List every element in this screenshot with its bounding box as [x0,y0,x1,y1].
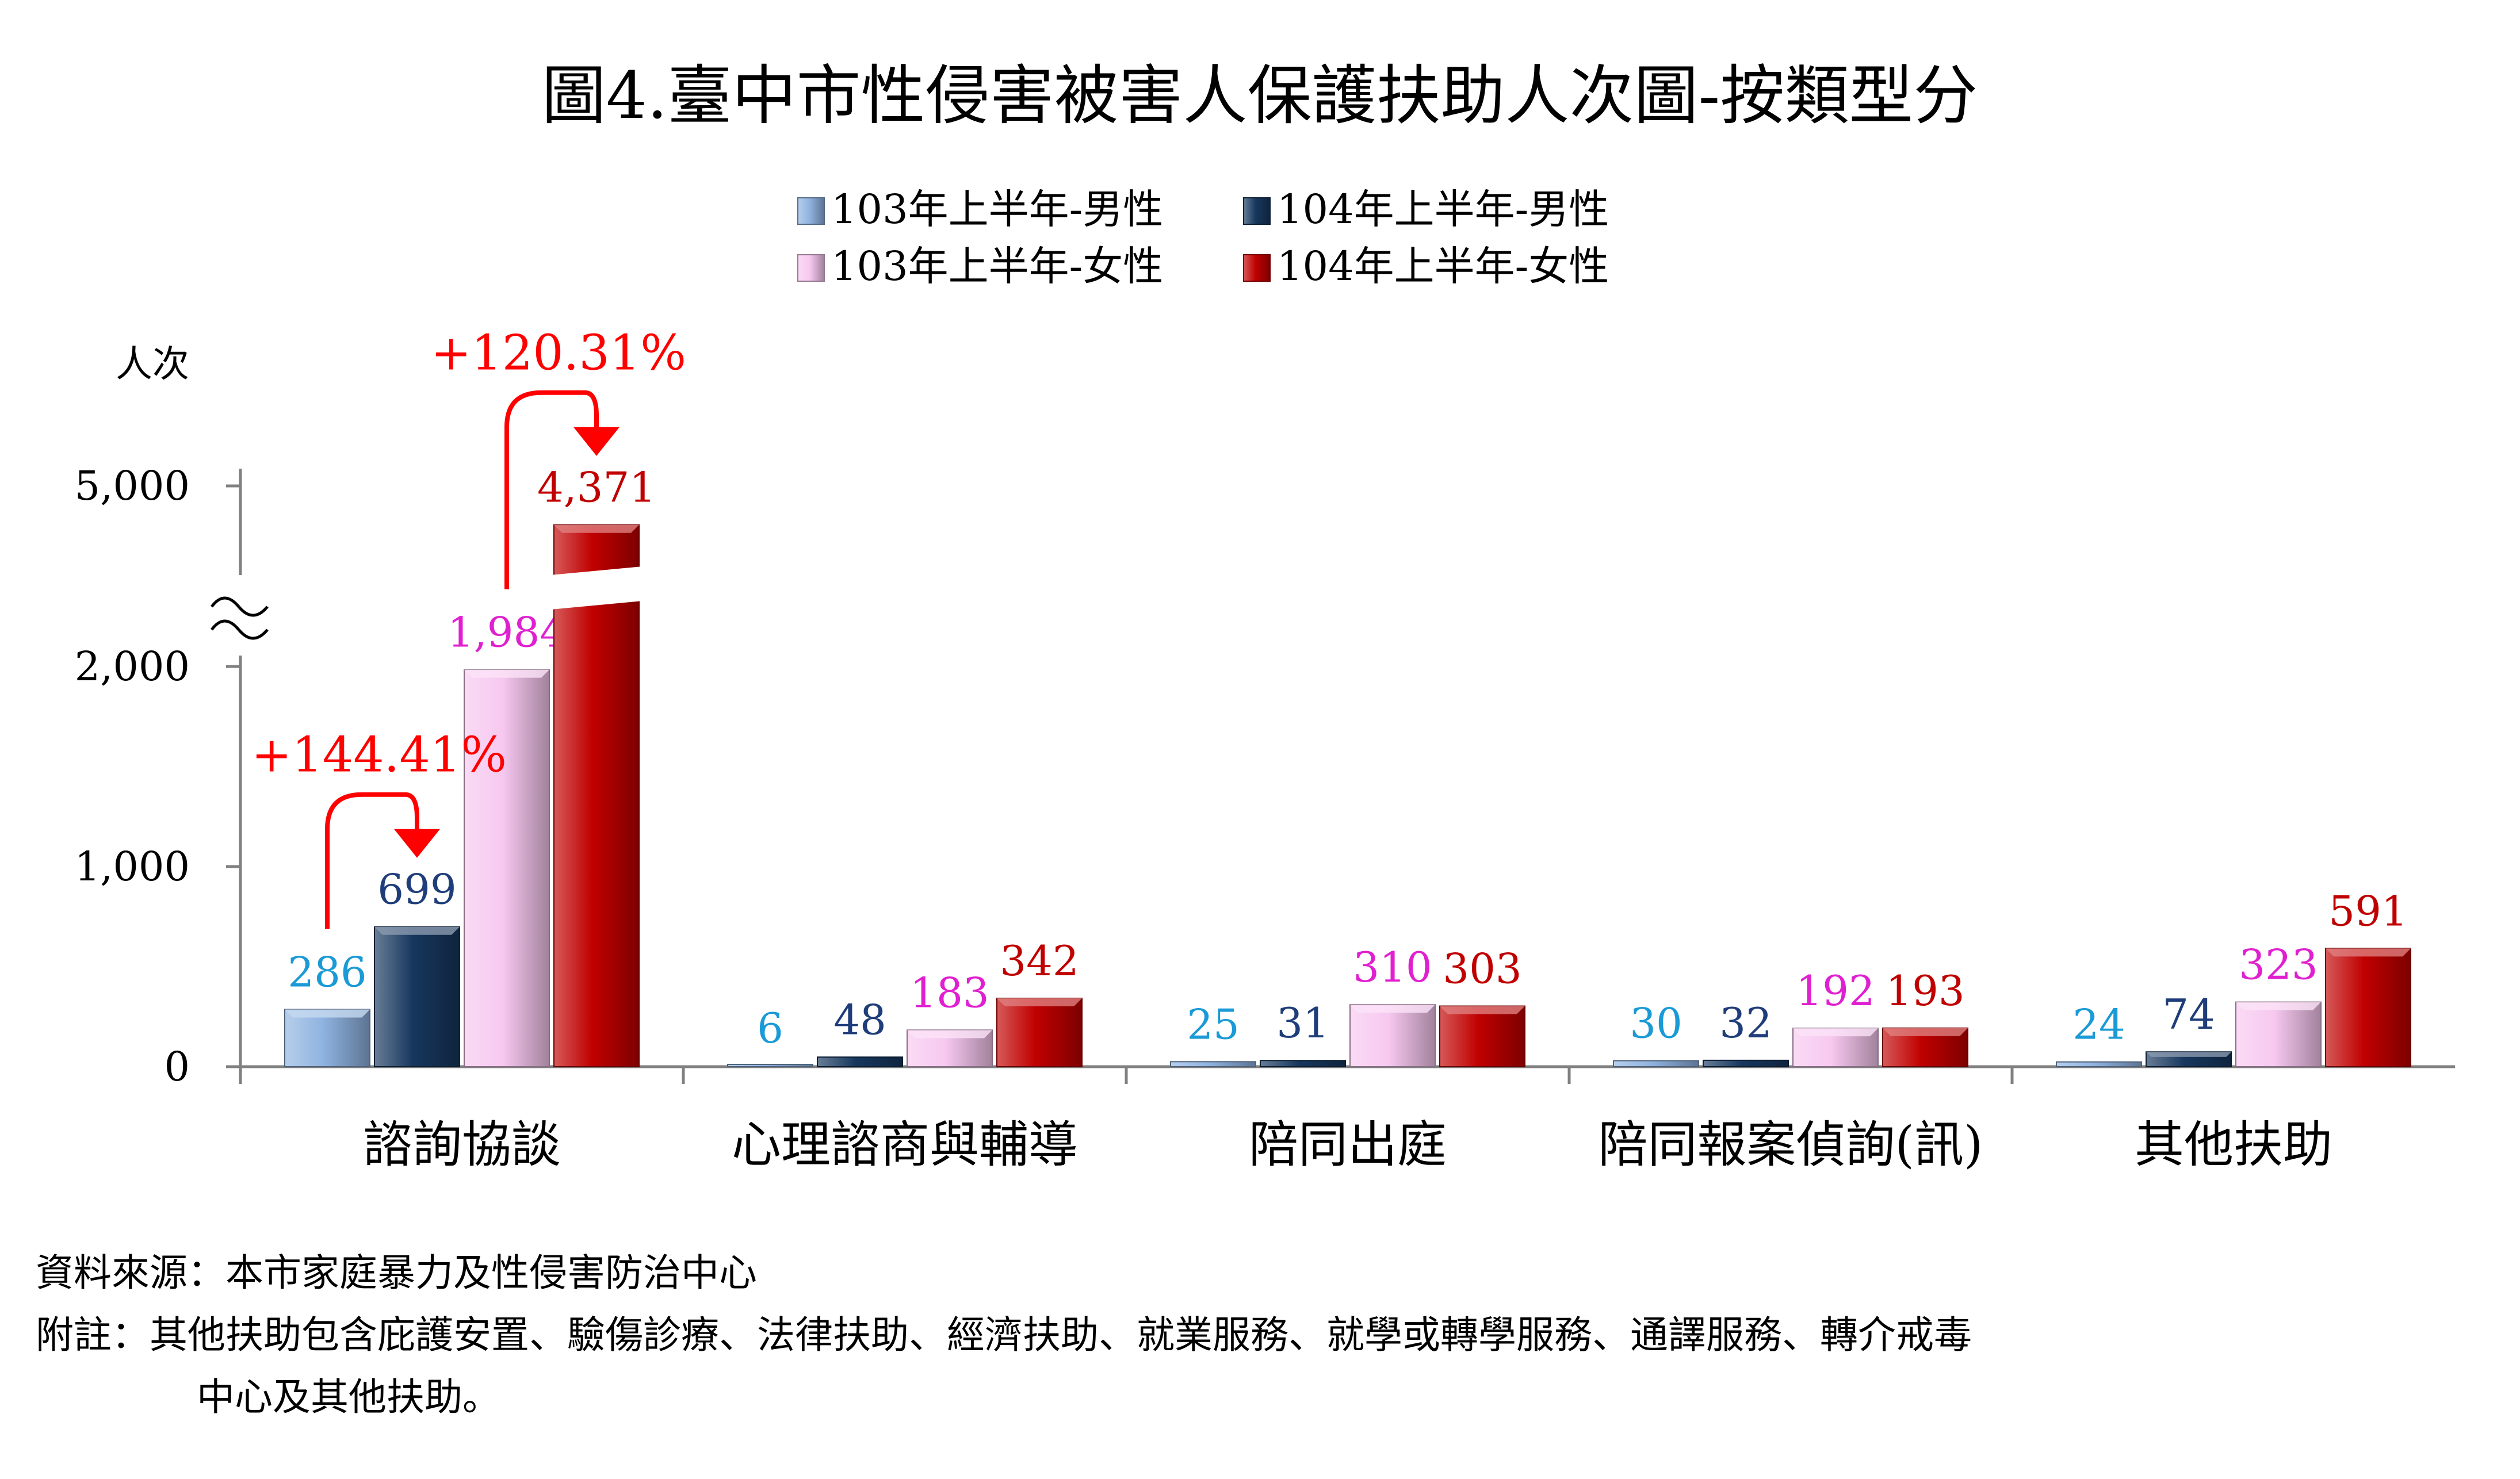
x-tick-label: 諮詢協談 [363,1116,561,1174]
data-label: 30 [1630,999,1682,1048]
y-tick-label: 0 [164,1043,190,1090]
bar-bevel [285,1009,370,1018]
bar-bevel [374,926,460,935]
legend-swatch [1243,197,1271,225]
bar-bevel [907,1030,992,1039]
data-label: 25 [1187,1000,1240,1048]
bar [2235,1001,2322,1067]
data-label: 323 [2239,941,2318,989]
growth-arrowhead [394,829,440,858]
x-tick-label: 其他扶助 [2135,1116,2332,1174]
bar [284,1009,370,1068]
footnote-line-1: 附註：其他扶助包含庇護安置、驗傷診療、法律扶助、經濟扶助、就業服務、就學或轉學服… [36,1313,1972,1357]
axis-break-mark [210,596,269,617]
y-tick-label: 5,000 [75,462,190,509]
bar-bevel [464,669,549,678]
bar-bevel [2236,1002,2321,1010]
legend-swatch [797,197,825,225]
data-label: 74 [2162,990,2215,1039]
growth-arrow [504,390,599,589]
bar [1703,1059,1789,1068]
bar [2056,1061,2142,1067]
legend-label: 104年上半年-男性 [1277,186,1609,233]
bar [1349,1004,1436,1067]
growth-arrow [325,792,419,929]
legend-label: 103年上半年-男性 [831,186,1163,233]
legend-swatch [797,254,825,282]
bar-bevel [1883,1028,1968,1036]
bar [1613,1060,1699,1068]
growth-annotation: +144.41% [251,727,507,783]
data-label: 32 [1719,999,1772,1047]
footnote-line-2: 中心及其他扶助。 [197,1375,500,1419]
axis-break-mark [210,619,269,640]
bar-bevel [1793,1028,1878,1037]
chart-title: 圖4.臺中市性侵害被害人保護扶助人次圖-按類型分 [542,59,1978,133]
data-label: 310 [1353,943,1432,991]
growth-annotation: +120.31% [431,325,686,381]
data-label: 31 [1276,999,1329,1047]
data-label: 591 [2328,887,2407,935]
data-label: 342 [1000,937,1079,985]
bar-bevel [554,524,639,533]
notes: 資料來源：本市家庭暴力及性侵害防治中心 附註：其他扶助包含庇護安置、驗傷診療、法… [36,1242,2509,1428]
bar [464,669,550,1067]
bar [996,997,1083,1068]
bar [1439,1005,1525,1068]
bar-bevel [1350,1005,1435,1013]
bar [2325,948,2411,1068]
bar-bevel [2146,1052,2231,1057]
data-label: 303 [1443,945,1521,993]
data-label: 6 [757,1004,783,1052]
y-axis-label: 人次 [116,343,189,386]
bar-break-gap [550,566,643,610]
bar [553,524,640,1067]
data-label: 286 [288,948,366,996]
legend-label: 104年上半年-女性 [1277,243,1609,290]
y-tick-label: 1,000 [75,843,190,890]
bar [817,1056,903,1068]
bar [1170,1061,1256,1068]
data-label: 48 [833,995,886,1044]
data-label: 699 [377,865,456,914]
bar [1260,1060,1346,1068]
bar [374,926,460,1068]
x-tick-label: 陪同報案偵詢(訊) [1598,1116,1983,1174]
y-tick-label: 2,000 [75,643,190,690]
data-label: 193 [1886,967,1964,1015]
bar-bevel [997,998,1082,1006]
data-label: 1,984 [448,608,566,657]
legend-label: 103年上半年-女性 [831,243,1163,290]
x-tick-label: 心理諮商與輔導 [732,1116,1078,1174]
data-label: 24 [2072,1001,2125,1049]
x-tick-label: 陪同出庭 [1249,1116,1447,1174]
legend-swatch [1243,254,1271,282]
bar-bevel [2326,948,2411,957]
data-label: 183 [910,968,989,1017]
data-label: 4,371 [537,463,656,512]
bar [727,1064,813,1067]
bar-bevel [1440,1006,1525,1014]
growth-arrowhead [573,427,620,456]
source-note: 資料來源：本市家庭暴力及性侵害防治中心 [36,1251,757,1295]
data-label: 192 [1796,967,1875,1015]
